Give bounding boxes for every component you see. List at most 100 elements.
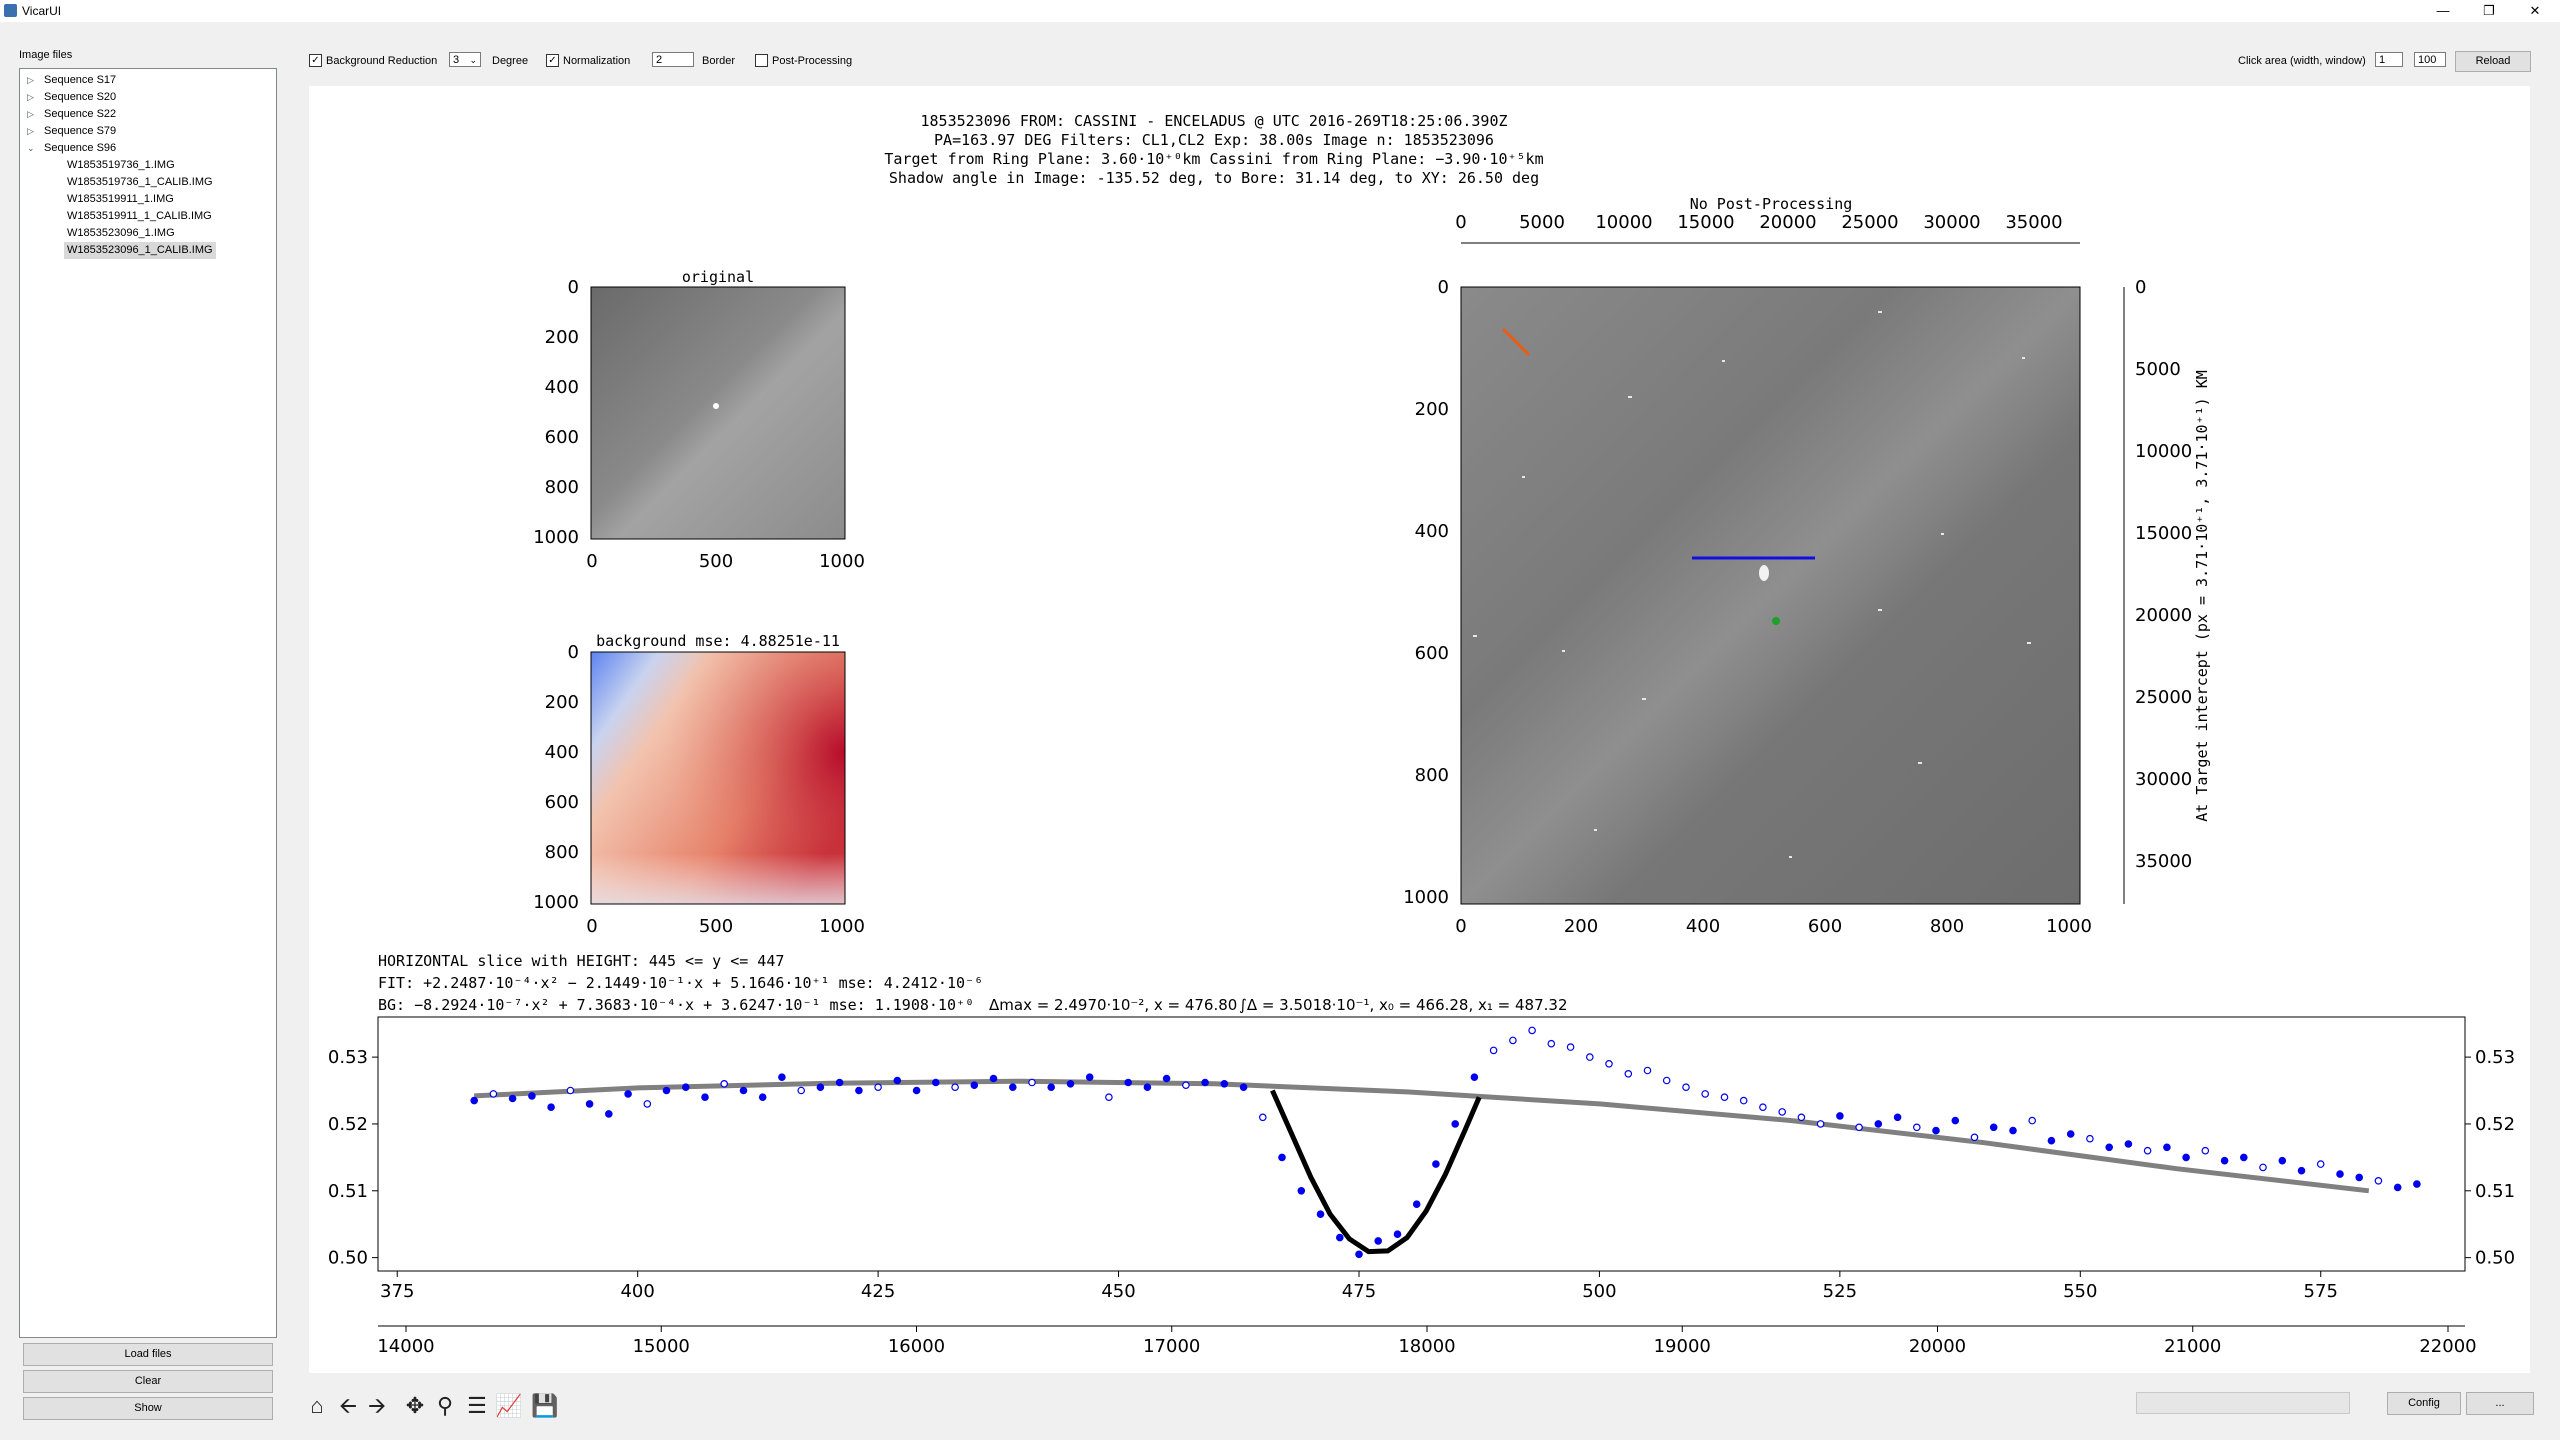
- data-point: [2297, 1166, 2306, 1175]
- normalization-checkbox[interactable]: ✓: [546, 54, 559, 67]
- data-point: [1932, 1126, 1940, 1135]
- degree-label: Degree: [492, 55, 529, 67]
- chevron-right-icon[interactable]: ▷: [27, 75, 34, 85]
- configure-subplots-icon[interactable]: ☰: [467, 1393, 487, 1418]
- main-left-tick: 0: [1438, 277, 1449, 298]
- secondary-xtick-label: 20000: [1909, 1336, 1966, 1357]
- xtick-label: 575: [2304, 1281, 2338, 1302]
- main-left-tick: 400: [1415, 521, 1449, 542]
- background-title: background mse: 4.88251e-11: [596, 632, 840, 650]
- data-point: [1662, 1076, 1671, 1085]
- main-right-tick: 5000: [2135, 359, 2181, 380]
- data-point: [1028, 1078, 1036, 1087]
- clear-button[interactable]: Clear: [23, 1370, 273, 1393]
- chevron-down-icon[interactable]: ⌄: [27, 143, 35, 153]
- original-image[interactable]: [590, 286, 846, 540]
- main-target: [1759, 565, 1769, 581]
- reload-button[interactable]: Reload: [2455, 51, 2531, 72]
- data-point: [528, 1092, 536, 1100]
- data-point: [1047, 1083, 1056, 1092]
- data-point: [1220, 1079, 1229, 1088]
- fit-line: [1270, 1089, 1482, 1255]
- main-left-tick: 1000: [1403, 887, 1449, 908]
- data-point: [604, 1110, 613, 1118]
- main-bottom-ticks: 0 200 400 600 800 1000: [1455, 916, 2092, 937]
- slice-delta: Δmax = 2.4970·10⁻², x = 476.80: [989, 996, 1237, 1014]
- main-left-tick: 600: [1415, 643, 1449, 664]
- data-point: [1393, 1230, 1402, 1239]
- data-point: [720, 1079, 729, 1088]
- stars: [1473, 311, 2031, 858]
- main-top-tick: 25000: [1841, 212, 1898, 233]
- edit-axis-icon[interactable]: 📈: [495, 1393, 523, 1418]
- data-point: [701, 1093, 709, 1102]
- background-reduction-checkbox[interactable]: ✓: [309, 54, 322, 67]
- save-icon[interactable]: 💾: [531, 1393, 559, 1418]
- data-point: [1893, 1113, 1902, 1122]
- slice-yticks: 0.53 0.53 0.52 0.52 0.51 0.51 0.50 0.50: [328, 1047, 2515, 1269]
- home-icon[interactable]: ⌂: [310, 1393, 324, 1418]
- data-point: [2220, 1156, 2229, 1165]
- data-point: [1759, 1103, 1767, 1112]
- app-icon: [4, 4, 17, 17]
- pan-icon[interactable]: ✥: [405, 1393, 425, 1418]
- post-processing-checkbox[interactable]: [755, 54, 768, 67]
- maximize-button[interactable]: ❐: [2483, 3, 2495, 18]
- data-point: [1201, 1078, 1209, 1087]
- figure-svg: original 0 200 400 600 800 1000 0 500 10…: [328, 195, 2515, 1357]
- data-point: [1470, 1073, 1479, 1082]
- main-bottom-tick: 400: [1686, 916, 1720, 937]
- main-title: No Post-Processing: [1690, 195, 1853, 213]
- data-point: [1566, 1043, 1575, 1051]
- post-processing-label: Post-Processing: [772, 55, 853, 67]
- data-point: [2393, 1183, 2402, 1192]
- data-point: [1182, 1081, 1190, 1090]
- ytick-label-right: 0.50: [2475, 1248, 2515, 1269]
- main-top-tick: 15000: [1677, 212, 1734, 233]
- border-input[interactable]: 2: [652, 52, 694, 67]
- main-image[interactable]: [1460, 286, 2081, 905]
- data-point: [1162, 1074, 1171, 1083]
- main-right-tick: 35000: [2135, 851, 2192, 872]
- main-right-tick: 10000: [2135, 441, 2192, 462]
- main-bottom-tick: 600: [1808, 916, 1842, 937]
- background-yticks: 0 200 400 600 800 1000: [533, 642, 579, 913]
- click-area-width-input[interactable]: 1: [2375, 52, 2403, 67]
- chevron-right-icon[interactable]: ▷: [27, 92, 34, 102]
- back-icon[interactable]: 🡨: [339, 1393, 357, 1418]
- original-ytick: 400: [545, 377, 579, 398]
- degree-select[interactable]: 3 ⌄: [449, 52, 481, 67]
- figure-header: 1853523096 FROM: CASSINI - ENCELADUS @ U…: [309, 112, 2119, 188]
- slice-plot-area[interactable]: [377, 1016, 2466, 1272]
- file-tree[interactable]: ▷ Sequence S17 ▷ Sequence S20 ▷ Sequence S2…: [19, 68, 277, 1338]
- load-files-button[interactable]: Load files: [23, 1343, 273, 1366]
- data-point: [1816, 1120, 1825, 1128]
- normalization-label: Normalization: [563, 55, 631, 67]
- data-point: [643, 1100, 652, 1108]
- background-reduction-label: Background Reduction: [326, 55, 438, 67]
- config-button[interactable]: Config: [2387, 1392, 2461, 1415]
- main-left-tick: 800: [1415, 765, 1449, 786]
- close-button[interactable]: ✕: [2529, 3, 2541, 18]
- minimize-button[interactable]: —: [2436, 3, 2450, 18]
- data-point: [566, 1086, 575, 1095]
- forward-icon[interactable]: 🡪: [368, 1393, 386, 1418]
- secondary-xtick-label: 17000: [1143, 1336, 1200, 1357]
- data-point: [624, 1090, 632, 1098]
- click-area-window-input[interactable]: 100: [2414, 52, 2446, 67]
- window-title: VicarUI: [22, 4, 62, 18]
- data-point: [489, 1090, 498, 1098]
- data-point: [1239, 1083, 1248, 1092]
- figure-canvas[interactable]: 1853523096 FROM: CASSINI - ENCELADUS @ U…: [309, 86, 2530, 1373]
- data-point: [2201, 1146, 2210, 1155]
- chevron-right-icon[interactable]: ▷: [27, 109, 34, 119]
- chevron-right-icon[interactable]: ▷: [27, 126, 34, 136]
- data-point: [1509, 1036, 1517, 1045]
- original-xticks: 0 500 1000: [586, 551, 865, 572]
- more-button[interactable]: ...: [2466, 1392, 2534, 1415]
- show-button[interactable]: Show: [23, 1397, 273, 1420]
- background-ytick: 0: [568, 642, 579, 663]
- xtick-label: 475: [1342, 1281, 1376, 1302]
- data-point: [951, 1083, 959, 1092]
- zoom-icon[interactable]: ⚲: [436, 1393, 454, 1418]
